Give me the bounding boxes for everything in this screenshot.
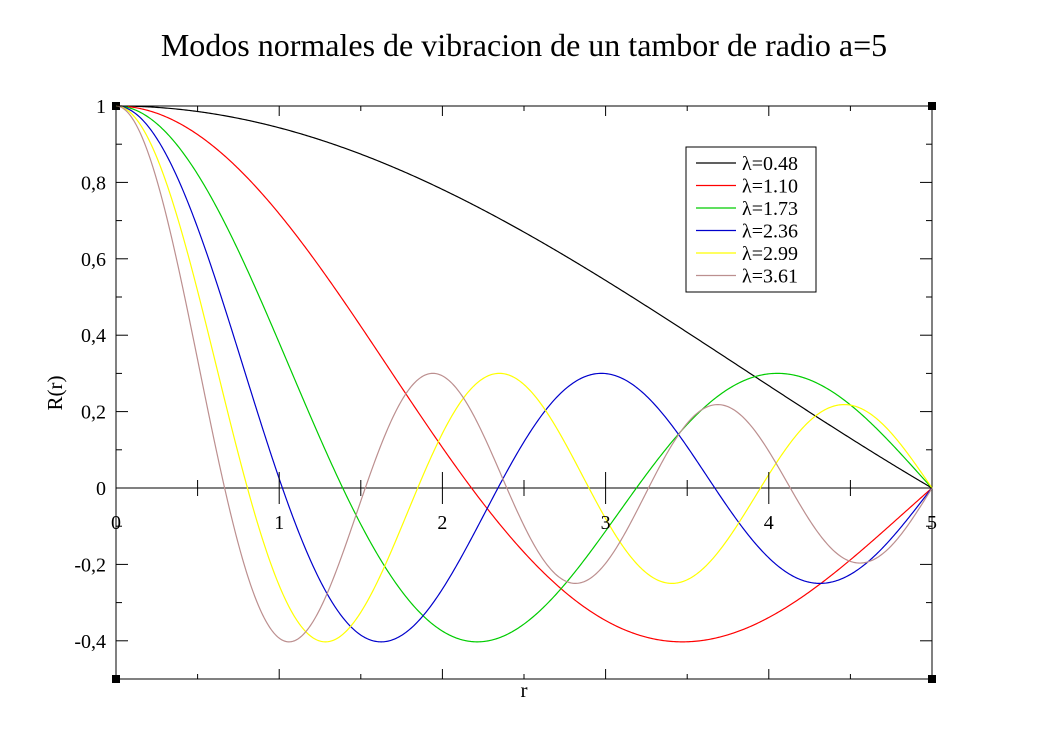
series-line-3 xyxy=(115,105,933,643)
legend: λ=0.48λ=1.10λ=1.73λ=2.36λ=2.99λ=3.61 xyxy=(685,146,817,293)
series-line-0 xyxy=(116,105,933,489)
axis-ticks: 0 1 2 3 4 510,80,60,40,20-0,2-0,4 xyxy=(74,96,937,680)
x-axis-label: r xyxy=(521,678,528,702)
chart-title: Modos normales de vibracion de un tambor… xyxy=(161,27,887,63)
y-tick-label: 0,6 xyxy=(81,249,106,271)
legend-label-3: λ=2.36 xyxy=(742,221,798,243)
y-tick-label: 0,4 xyxy=(81,325,106,347)
legend-label-0: λ=0.48 xyxy=(742,153,798,175)
y-tick-label: -0,2 xyxy=(74,554,106,576)
y-axis-label: R(r) xyxy=(43,376,67,411)
legend-box xyxy=(685,146,817,293)
x-tick-label: 5 xyxy=(927,512,937,534)
legend-label-1: λ=1.10 xyxy=(742,176,798,198)
x-tick-label: 4 xyxy=(764,512,774,534)
y-tick-label: 0,8 xyxy=(81,172,106,194)
x-tick-label: 2 xyxy=(437,512,447,534)
y-tick-label: 0 xyxy=(96,478,106,500)
x-tick-label: 1 xyxy=(274,512,284,534)
x-tick-label: 0 xyxy=(111,512,121,534)
y-tick-label: -0,4 xyxy=(74,631,106,653)
legend-label-5: λ=3.61 xyxy=(742,266,798,288)
y-tick-label: 0,2 xyxy=(81,402,106,424)
series-line-4 xyxy=(115,105,933,643)
series-line-2 xyxy=(115,105,933,643)
series-line-5 xyxy=(115,105,933,643)
x-tick-label: 3 xyxy=(601,512,611,534)
y-tick-label: 1 xyxy=(96,96,106,118)
curves xyxy=(115,105,933,643)
legend-label-4: λ=2.99 xyxy=(742,243,798,265)
series-line-1 xyxy=(115,105,933,643)
legend-label-2: λ=1.73 xyxy=(742,198,798,220)
